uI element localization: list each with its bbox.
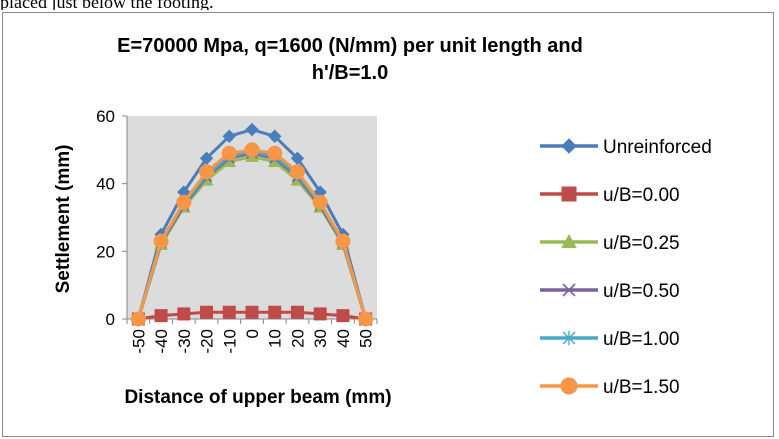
y-tick-label: 0 xyxy=(106,310,115,329)
data-point-marker xyxy=(290,305,304,319)
series-layer xyxy=(130,122,374,327)
data-point-marker xyxy=(267,145,283,161)
x-tick-label: 40 xyxy=(334,329,353,348)
legend-label: u/B=0.50 xyxy=(603,281,680,302)
data-point-marker xyxy=(200,305,214,319)
data-point-marker xyxy=(245,122,259,137)
data-point-marker xyxy=(313,307,327,321)
legend-item: u/B=0.50 xyxy=(540,281,680,302)
x-axis-label: Distance of upper beam (mm) xyxy=(124,387,391,408)
data-point-marker xyxy=(199,151,214,165)
data-point-marker xyxy=(335,233,351,249)
x-tick-label: -40 xyxy=(152,329,171,354)
data-point-marker xyxy=(244,142,260,158)
data-point-marker xyxy=(561,186,577,202)
x-tick-label: -50 xyxy=(129,329,148,354)
data-point-marker xyxy=(561,138,577,154)
series-5 xyxy=(130,142,374,327)
data-point-marker xyxy=(222,305,236,319)
data-point-marker xyxy=(176,194,192,210)
y-tick-label: 40 xyxy=(96,175,115,194)
y-tick-label: 60 xyxy=(96,107,115,126)
legend-item: u/B=0.00 xyxy=(540,185,680,206)
legend-label: u/B=0.25 xyxy=(603,233,680,254)
x-tick-label: -30 xyxy=(175,329,194,354)
chart-title-line-2: h'/B=1.0 xyxy=(312,62,388,84)
data-point-marker xyxy=(290,151,305,165)
x-tick-label: -20 xyxy=(198,329,217,354)
legend: Unreinforced u/B=0.00 u/B=0.25 u/B=0.50 u/B=… xyxy=(540,137,712,398)
x-tick-label: 20 xyxy=(288,329,307,348)
legend-item: u/B=0.25 xyxy=(540,233,680,254)
legend-item: u/B=1.50 xyxy=(540,377,680,398)
data-point-marker xyxy=(154,309,168,323)
x-tick-label: 30 xyxy=(311,329,330,348)
data-point-marker xyxy=(312,194,328,210)
data-point-marker xyxy=(289,164,305,180)
data-point-marker xyxy=(336,309,350,323)
data-point-marker xyxy=(268,305,282,319)
data-point-marker xyxy=(245,305,259,319)
y-tick-label: 20 xyxy=(96,242,115,261)
data-point-marker xyxy=(561,233,577,249)
data-point-marker xyxy=(177,307,191,321)
data-point-marker xyxy=(222,129,236,144)
legend-item: u/B=1.00 xyxy=(540,329,680,350)
data-point-marker xyxy=(562,330,576,346)
x-tick-label: 50 xyxy=(357,329,376,348)
data-point-marker xyxy=(560,377,578,395)
data-point-marker xyxy=(130,311,146,327)
x-tick-label: 0 xyxy=(243,329,262,338)
legend-item: Unreinforced xyxy=(540,137,712,158)
marker-stroke xyxy=(562,283,576,297)
legend-label: u/B=1.00 xyxy=(603,329,680,350)
legend-label: Unreinforced xyxy=(603,137,712,158)
legend-label: u/B=0.00 xyxy=(603,185,680,206)
top-text-fragment: placed just below the footing. xyxy=(0,0,214,10)
chart-title-line-1: E=70000 Mpa, q=1600 (N/mm) per unit leng… xyxy=(117,35,583,57)
y-axis-label: Settlement (mm) xyxy=(53,145,74,294)
x-tick-label: 10 xyxy=(266,329,285,348)
data-point-marker xyxy=(153,233,169,249)
data-point-marker xyxy=(562,283,576,297)
data-point-marker xyxy=(358,311,374,327)
data-point-marker xyxy=(268,129,282,144)
legend-label: u/B=1.50 xyxy=(603,377,680,398)
data-point-marker xyxy=(199,164,215,180)
x-tick-label: -10 xyxy=(220,329,239,354)
data-point-marker xyxy=(221,145,237,161)
